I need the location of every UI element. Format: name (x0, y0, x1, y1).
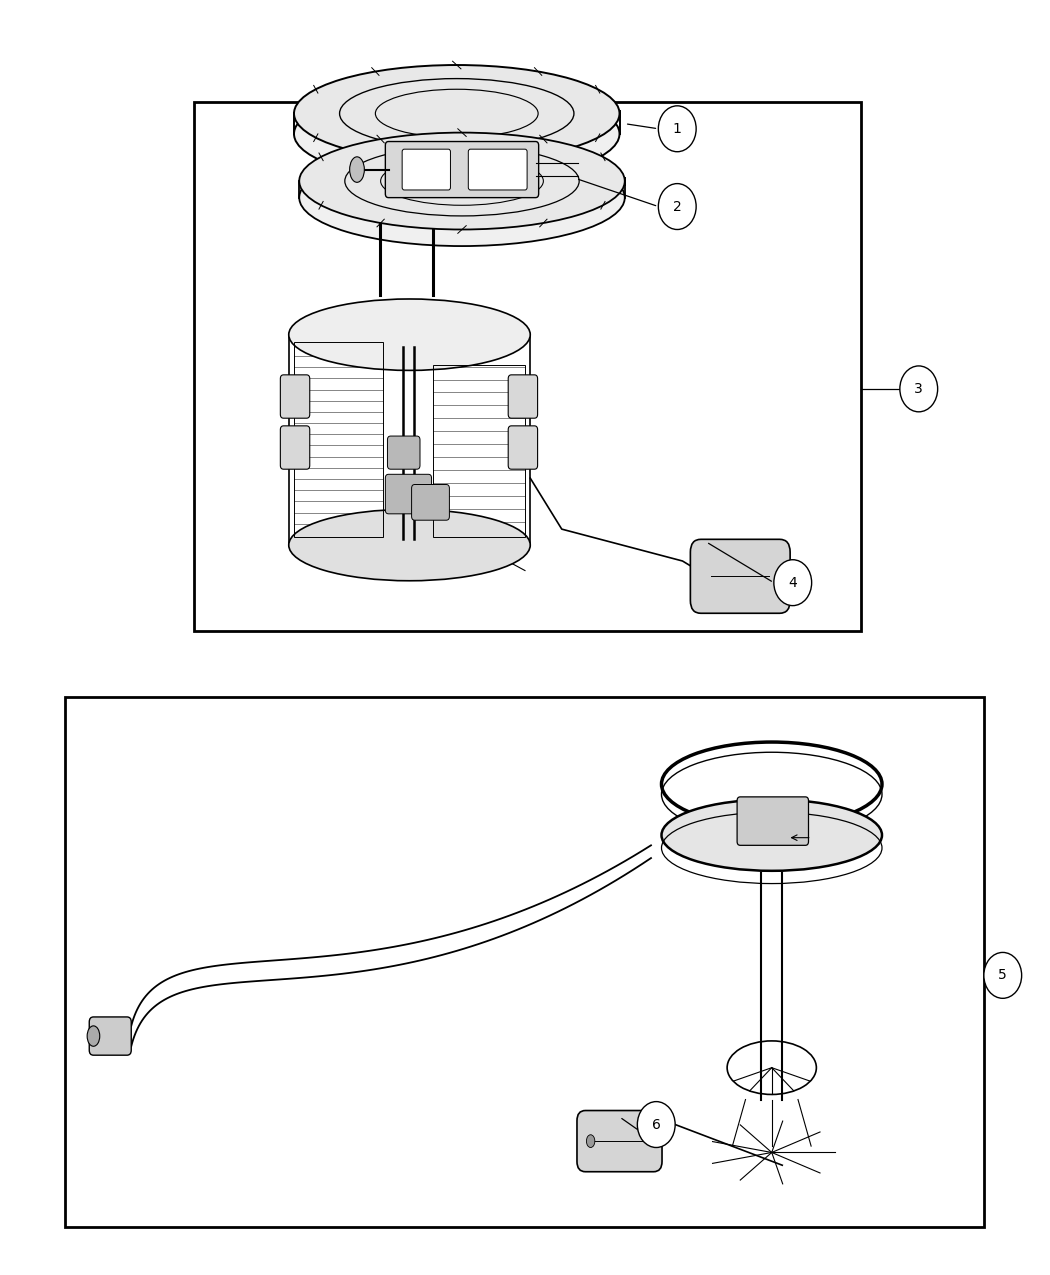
Bar (65, 697, 984, 1227)
FancyBboxPatch shape (468, 149, 527, 190)
Ellipse shape (586, 1135, 594, 1148)
Circle shape (900, 366, 938, 412)
Circle shape (637, 1102, 675, 1148)
Ellipse shape (289, 509, 530, 581)
FancyBboxPatch shape (385, 142, 539, 198)
FancyBboxPatch shape (280, 426, 310, 469)
Ellipse shape (662, 799, 882, 871)
Circle shape (984, 952, 1022, 998)
Text: 4: 4 (789, 576, 797, 589)
Text: 1: 1 (673, 122, 681, 135)
FancyBboxPatch shape (691, 539, 790, 613)
FancyBboxPatch shape (737, 797, 808, 845)
Bar (294, 342, 383, 538)
FancyBboxPatch shape (402, 149, 450, 190)
Ellipse shape (87, 1026, 100, 1047)
FancyBboxPatch shape (508, 375, 538, 418)
Ellipse shape (350, 157, 364, 182)
Text: 3: 3 (915, 382, 923, 395)
Ellipse shape (299, 133, 625, 230)
Text: 6: 6 (652, 1118, 660, 1131)
FancyBboxPatch shape (280, 375, 310, 418)
FancyBboxPatch shape (89, 1017, 131, 1056)
Ellipse shape (299, 149, 625, 246)
Bar (194, 102, 861, 631)
FancyBboxPatch shape (508, 426, 538, 469)
Circle shape (774, 560, 812, 606)
Ellipse shape (289, 300, 530, 371)
Ellipse shape (294, 65, 620, 162)
Bar (433, 366, 525, 538)
FancyBboxPatch shape (387, 436, 420, 469)
Text: 5: 5 (999, 969, 1007, 982)
Circle shape (658, 184, 696, 230)
Text: 2: 2 (673, 200, 681, 213)
FancyBboxPatch shape (385, 474, 432, 514)
FancyBboxPatch shape (578, 1111, 662, 1172)
FancyBboxPatch shape (412, 484, 449, 520)
Ellipse shape (294, 85, 620, 182)
Circle shape (658, 106, 696, 152)
